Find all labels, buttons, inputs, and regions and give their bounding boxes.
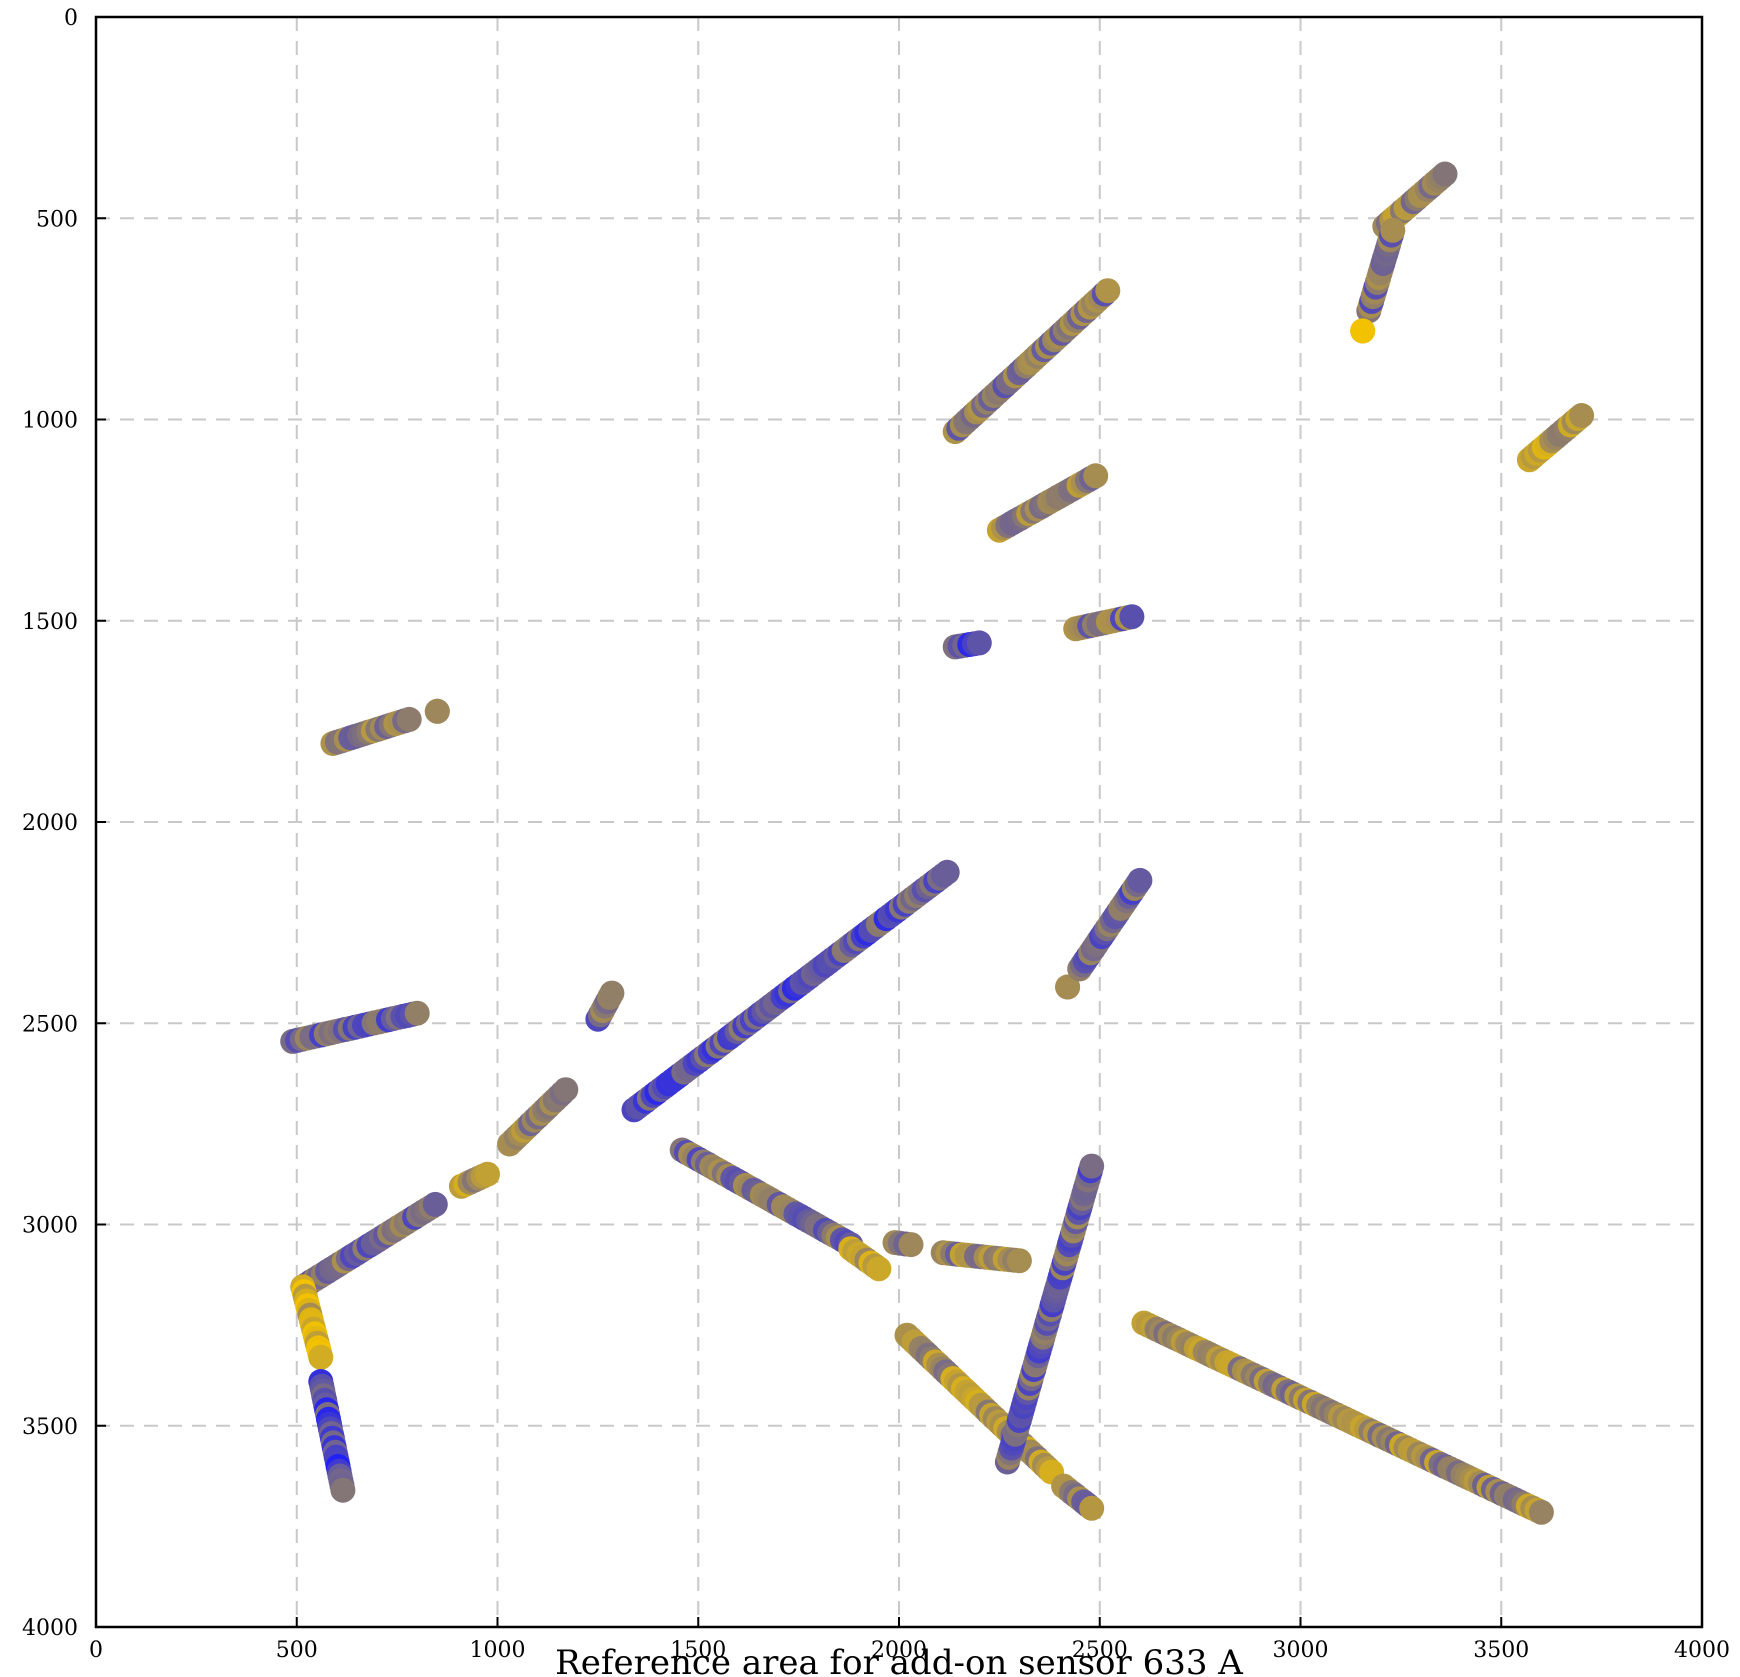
y-tick-label: 0: [64, 6, 78, 31]
y-tick-label: 2500: [22, 1012, 78, 1037]
data-point: [1079, 1495, 1105, 1521]
data-point: [1432, 161, 1458, 187]
data-point: [934, 859, 960, 885]
y-tick-label: 2000: [22, 811, 78, 836]
x-tick-label: 3500: [1473, 1638, 1529, 1663]
data-point: [475, 1161, 500, 1187]
axis-ticks: 0 500 1000 1500 2000 2500 3000 3500 4000 0 500 1000…: [22, 6, 1730, 1663]
data-point: [396, 706, 422, 732]
data-point: [1079, 1153, 1105, 1179]
grid: [96, 17, 1702, 1627]
data-points: [280, 161, 1595, 1525]
x-tick-label: 1500: [670, 1638, 726, 1663]
y-tick-label: 3000: [22, 1214, 78, 1239]
data-point: [1006, 1248, 1032, 1274]
data-point: [424, 698, 450, 724]
x-tick-label: 1000: [470, 1638, 526, 1663]
data-point: [866, 1256, 892, 1282]
data-point: [404, 1000, 430, 1026]
data-point: [330, 1477, 356, 1503]
data-point: [966, 630, 992, 656]
data-point: [1055, 974, 1081, 1000]
y-tick-label: 500: [36, 207, 78, 232]
data-point: [1350, 318, 1376, 344]
x-tick-label: 2500: [1072, 1638, 1128, 1663]
data-point: [1083, 463, 1109, 489]
data-point: [898, 1232, 924, 1258]
data-point: [1127, 867, 1153, 893]
x-tick-label: 500: [276, 1638, 318, 1663]
x-tick-label: 0: [89, 1638, 103, 1663]
y-tick-label: 1500: [22, 610, 78, 635]
data-point: [1569, 403, 1595, 428]
data-point: [1528, 1499, 1554, 1525]
y-tick-label: 1000: [22, 409, 78, 434]
data-point: [1380, 217, 1406, 243]
x-tick-label: 3000: [1273, 1638, 1329, 1663]
y-tick-label: 4000: [22, 1616, 78, 1641]
x-tick-label: 2000: [871, 1638, 927, 1663]
data-point: [553, 1077, 579, 1103]
data-point: [1119, 604, 1145, 630]
x-axis-label: Reference area for add-on sensor 633 A: [555, 1643, 1243, 1677]
data-point: [599, 980, 625, 1006]
data-point: [422, 1191, 448, 1217]
x-tick-label: 4000: [1674, 1638, 1730, 1663]
data-point: [308, 1344, 334, 1370]
y-tick-label: 3500: [22, 1415, 78, 1440]
data-point: [1095, 278, 1121, 304]
